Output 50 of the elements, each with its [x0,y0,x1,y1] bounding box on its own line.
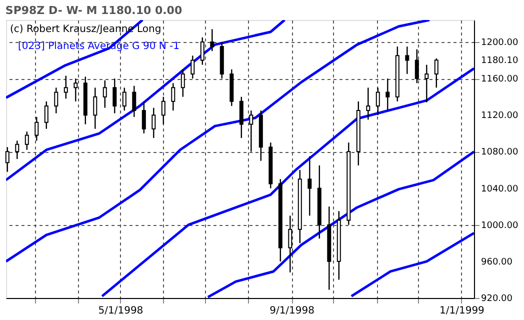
candlestick [386,78,390,112]
candlestick [161,96,166,125]
line-series [206,150,474,298]
candlestick [366,87,370,120]
candlestick [200,36,204,66]
line-series [6,20,286,182]
candlestick [210,28,214,52]
y-tick-label: 1040.00 [481,184,518,194]
x-tick-label: 1/1/1999 [440,306,484,316]
candlestick [122,87,126,112]
candlestick [93,87,98,130]
y-tick-label: 1120.00 [481,111,518,122]
y-tick-label: 960.00 [481,257,513,268]
candlestick [15,140,20,160]
line-series [100,67,474,298]
y-tick-label: 1200.00 [481,38,518,48]
candlestick [74,78,78,102]
candlestick [24,130,29,150]
candlestick [112,78,117,114]
candlestick [171,82,176,112]
candlestick [5,146,10,172]
candlestick [249,110,254,152]
x-tick-label: 5/1/1998 [98,306,144,316]
candlestick [376,87,380,116]
candlestick [434,58,438,88]
candlestick [405,46,410,75]
candlestick [152,107,156,139]
candlestick [180,68,185,98]
candlestick [288,215,292,273]
y-tick-label: 920.00 [481,294,513,304]
candlestick [54,87,58,114]
candlestick [34,116,39,142]
chart-title: SP98Z D- W- M 1180.10 0.00 [5,4,182,17]
candlestick [239,96,244,139]
y-tick-label: 1000.00 [481,220,518,231]
y-tick-label: 1080.00 [481,148,518,158]
y-tick-label: 1180.10 [481,56,518,66]
line-series [350,232,474,298]
candlestick [132,85,136,118]
line-series [6,20,431,263]
candlestick [44,100,48,130]
x-tick-label: 9/1/1998 [270,306,314,316]
y-tick-label: 1160.00 [481,74,518,85]
candlestick [424,64,429,103]
candlestick [190,55,195,80]
candlestick [102,80,107,108]
candlestick [64,75,68,100]
candlestick [414,48,419,84]
candlestick [308,156,312,216]
candlestick [142,100,146,134]
